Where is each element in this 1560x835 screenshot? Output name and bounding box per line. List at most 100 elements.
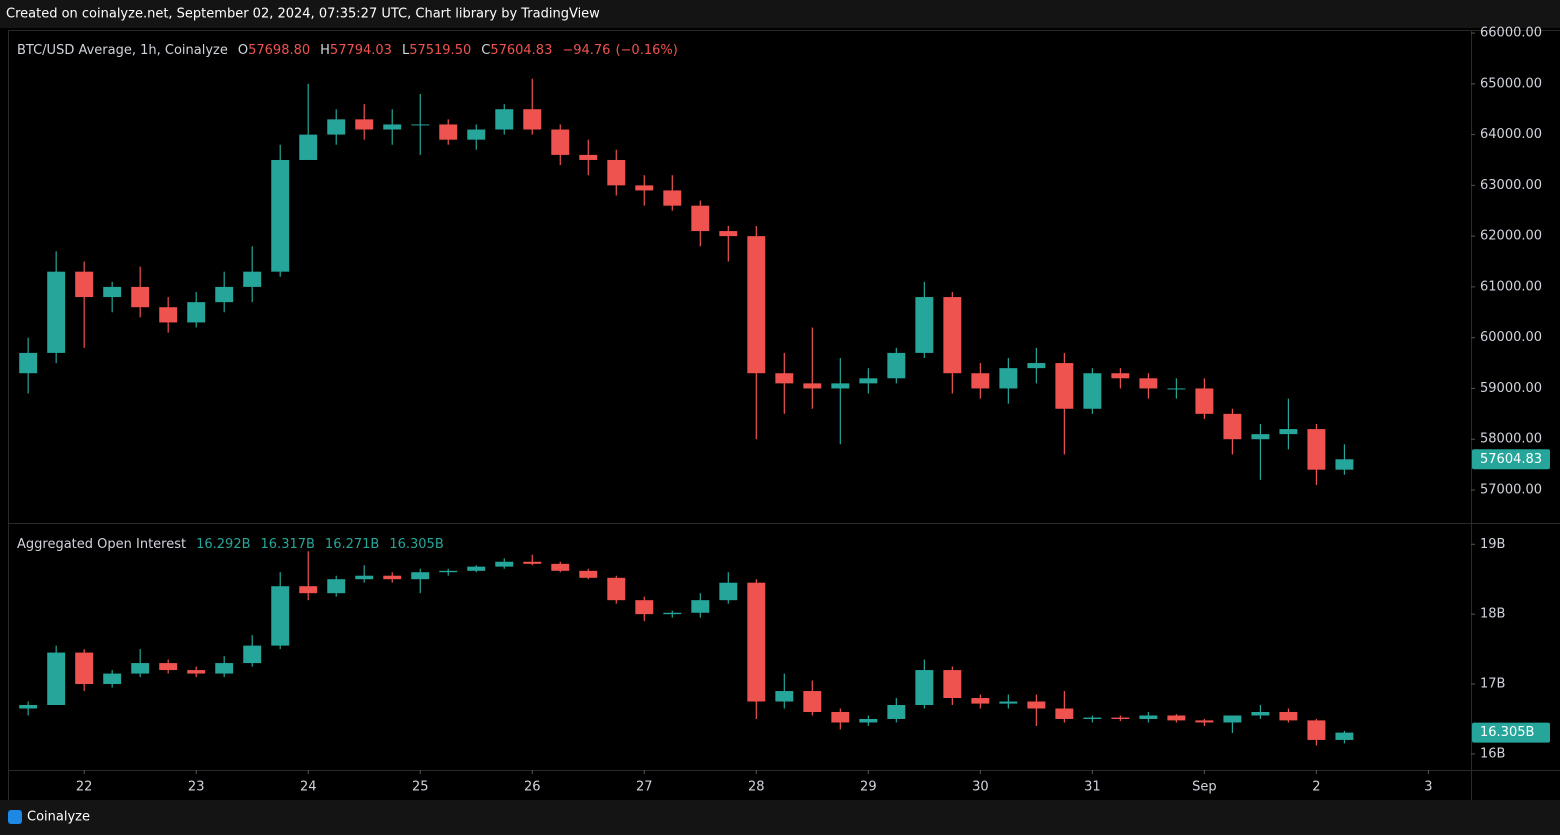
y-tick-label: 17B: [1480, 677, 1505, 692]
x-tick-label: 26: [524, 780, 541, 795]
candle-body: [75, 652, 94, 685]
candle-body: [915, 297, 934, 353]
candle-body: [1195, 720, 1214, 723]
candle-body: [383, 124, 402, 130]
candle-body: [1335, 732, 1354, 740]
candle-body: [131, 286, 150, 308]
footer-bar: [0, 800, 1560, 835]
x-tick-label: 25: [412, 780, 429, 795]
candle-body: [299, 586, 318, 594]
y-tick-label: 57000.00: [1480, 482, 1542, 497]
legend-change: −94.76: [562, 43, 610, 58]
candle-body: [971, 698, 990, 704]
candle-body: [47, 271, 66, 353]
legend-value: 57794.03: [330, 43, 392, 58]
candle-body: [859, 378, 878, 384]
candle-body: [1111, 717, 1130, 719]
candle-body: [411, 572, 430, 580]
candle-body: [831, 711, 850, 723]
candle-body: [607, 159, 626, 186]
x-tick-label: 24: [300, 780, 317, 795]
candle-body: [75, 271, 94, 298]
candle-body: [663, 612, 682, 615]
y-tick-label: 61000.00: [1480, 279, 1542, 294]
candle-body: [1223, 413, 1242, 440]
y-tick-label: 18B: [1480, 607, 1505, 622]
y-tick-label: 60000.00: [1480, 330, 1542, 345]
candle-body: [47, 652, 66, 706]
candle-body: [299, 134, 318, 160]
candle-body: [1167, 388, 1186, 390]
candle-body: [1111, 373, 1130, 379]
candle-body: [943, 670, 962, 699]
y-tick-label: 63000.00: [1480, 178, 1542, 193]
candle-body: [747, 582, 766, 702]
legend-value: 57698.80: [248, 43, 310, 58]
candle-body: [1251, 434, 1270, 440]
candle-body: [999, 368, 1018, 389]
candle-body: [271, 159, 290, 272]
x-tick-label: 27: [636, 780, 653, 795]
candle-body: [1223, 715, 1242, 723]
candle-body: [775, 691, 794, 702]
header-text: Created on coinalyze.net, September 02, …: [6, 7, 600, 22]
candle-body: [327, 119, 346, 135]
candle-body: [663, 190, 682, 206]
legend-value: 16.317B: [261, 537, 315, 552]
y-tick-label: 16B: [1480, 746, 1505, 761]
legend: BTC/USD Average, 1h, Coinalyze O57698.80 H…: [17, 43, 678, 58]
candle-body: [579, 154, 598, 160]
candle-body: [243, 645, 262, 664]
legend-key: H: [320, 43, 330, 58]
candle-body: [495, 109, 514, 130]
x-tick-label: Sep: [1192, 780, 1217, 795]
candle-body: [1251, 711, 1270, 716]
candle-body: [215, 663, 234, 674]
candle-body: [187, 670, 206, 674]
candle-body: [523, 109, 542, 130]
candle-body: [803, 691, 822, 712]
candle-body: [831, 383, 850, 389]
candle-body: [243, 271, 262, 287]
candle-body: [439, 570, 458, 573]
candle-body: [383, 575, 402, 580]
candle-body: [551, 129, 570, 155]
candle-body: [1055, 708, 1074, 719]
last-value-box: [1472, 449, 1550, 470]
candle-body: [523, 561, 542, 564]
legend-key: C: [481, 43, 490, 58]
brand-name[interactable]: Coinalyze: [27, 810, 90, 825]
candle-body: [803, 383, 822, 389]
candle-body: [1335, 459, 1354, 470]
x-tick-label: 2: [1312, 780, 1320, 795]
candle-body: [775, 373, 794, 384]
candle-body: [859, 718, 878, 723]
candle-body: [1279, 711, 1298, 721]
candle-body: [1055, 363, 1074, 409]
legend-key: O: [238, 43, 248, 58]
candle-body: [1307, 720, 1326, 740]
candle-body: [1083, 373, 1102, 409]
legend-value: 16.292B: [196, 537, 250, 552]
candle-body: [327, 579, 346, 594]
y-tick-label: 65000.00: [1480, 76, 1542, 91]
legend-title: Aggregated Open Interest: [17, 537, 186, 552]
candle-body: [551, 563, 570, 571]
candle-body: [467, 566, 486, 571]
candle-body: [747, 236, 766, 374]
y-tick-label: 66000.00: [1480, 26, 1542, 41]
candle-body: [19, 352, 38, 374]
candle-body: [467, 129, 486, 140]
candle-body: [691, 600, 710, 613]
candle-body: [1139, 378, 1158, 389]
legend-title: BTC/USD Average, 1h, Coinalyze: [17, 43, 228, 58]
candle-body: [943, 297, 962, 374]
candle-body: [1279, 429, 1298, 435]
legend-value: 57604.83: [490, 43, 552, 58]
legend-key: L: [402, 43, 410, 58]
candle-body: [887, 352, 906, 379]
x-tick-label: 23: [188, 780, 205, 795]
